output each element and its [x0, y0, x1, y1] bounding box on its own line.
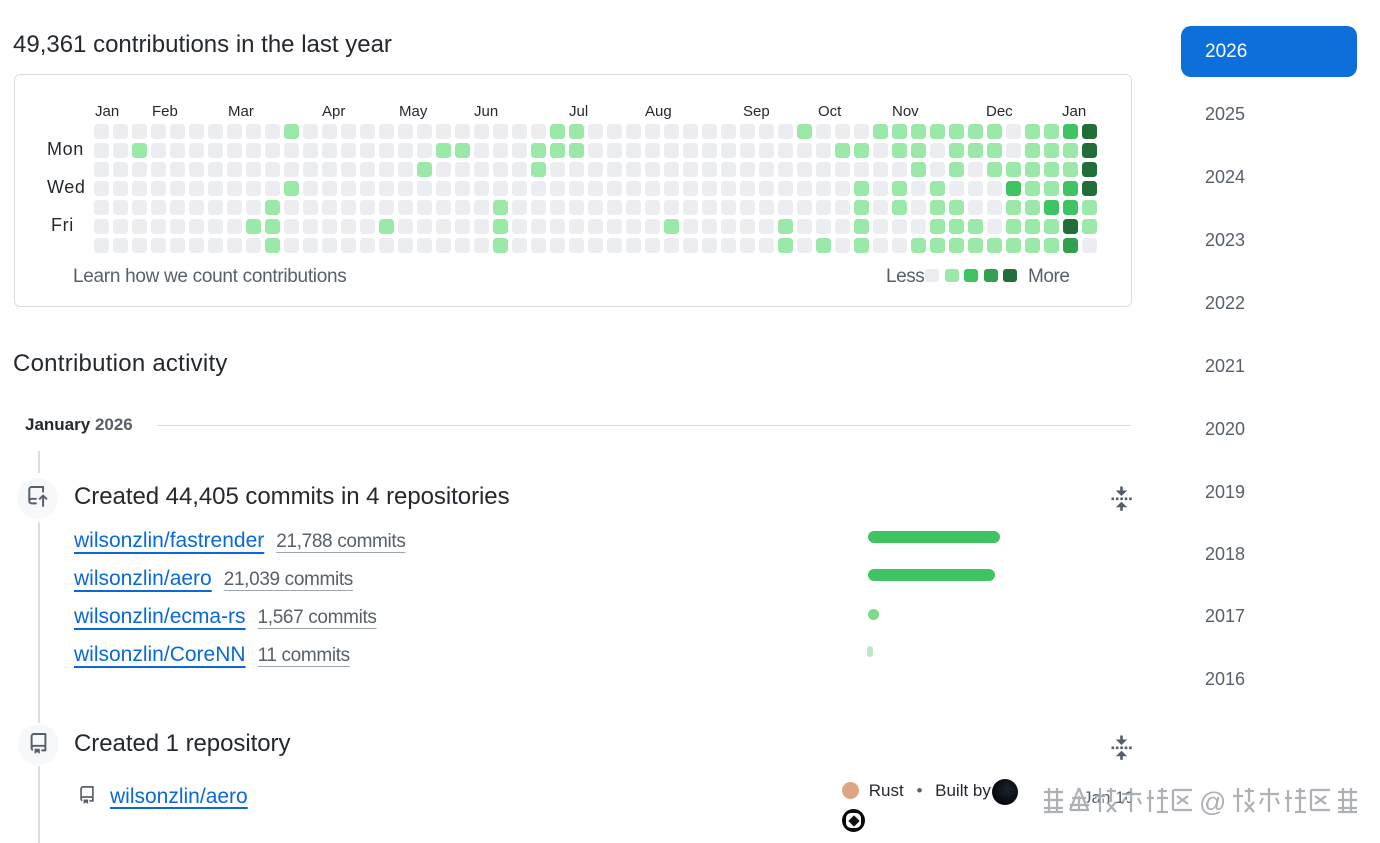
svg-text:@: @ [1199, 787, 1226, 817]
